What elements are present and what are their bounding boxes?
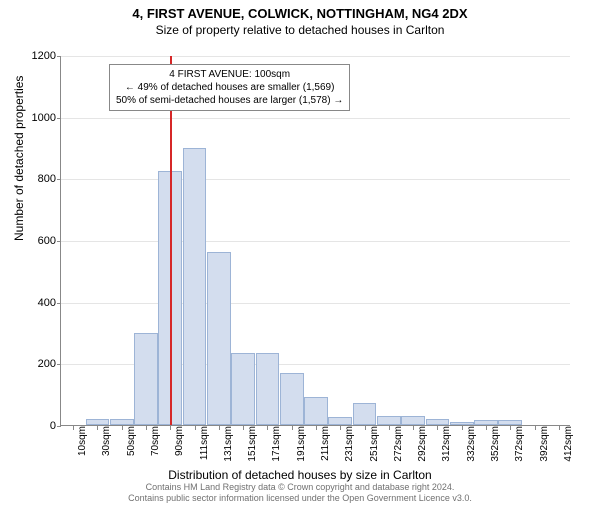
y-tick-label: 600 [16,235,56,247]
histogram-bar [183,148,207,426]
info-box: 4 FIRST AVENUE: 100sqm← 49% of detached … [109,64,350,111]
chart-area: 02004006008001000120010sqm30sqm50sqm70sq… [60,56,570,426]
gridline [61,303,570,304]
x-tick-mark [267,426,268,430]
histogram-bar [328,417,352,425]
x-tick-mark [219,426,220,430]
x-tick-mark [510,426,511,430]
footer-line2: Contains public sector information licen… [0,493,600,504]
y-tick-label: 1000 [16,112,56,124]
gridline [61,179,570,180]
x-tick-mark [122,426,123,430]
footer-line1: Contains HM Land Registry data © Crown c… [0,482,600,493]
x-tick-mark [486,426,487,430]
x-tick-mark [437,426,438,430]
histogram-bar [377,416,401,425]
y-axis-label: Number of detached properties [12,76,26,241]
y-tick-label: 0 [16,420,56,432]
histogram-bar [353,403,377,425]
x-tick-mark [73,426,74,430]
x-tick-mark [340,426,341,430]
x-tick-mark [195,426,196,430]
footer-attribution: Contains HM Land Registry data © Crown c… [0,482,600,504]
histogram-bar [110,419,134,425]
x-tick-mark [389,426,390,430]
x-tick-mark [243,426,244,430]
histogram-bar [231,353,255,425]
chart-title-main: 4, FIRST AVENUE, COLWICK, NOTTINGHAM, NG… [0,6,600,21]
histogram-bar [426,419,450,425]
y-tick-mark [57,56,61,57]
plot-area: 02004006008001000120010sqm30sqm50sqm70sq… [60,56,570,426]
x-tick-mark [292,426,293,430]
y-tick-label: 800 [16,173,56,185]
x-tick-mark [559,426,560,430]
y-tick-mark [57,364,61,365]
gridline [61,56,570,57]
x-axis-label: Distribution of detached houses by size … [0,468,600,482]
histogram-bar [256,353,280,425]
x-tick-mark [535,426,536,430]
y-tick-label: 1200 [16,50,56,62]
histogram-bar [474,420,498,425]
info-box-line: ← 49% of detached houses are smaller (1,… [116,81,343,94]
info-box-line: 4 FIRST AVENUE: 100sqm [116,68,343,81]
y-tick-label: 400 [16,297,56,309]
histogram-bar [207,252,231,425]
x-tick-mark [146,426,147,430]
gridline [61,118,570,119]
histogram-bar [498,420,522,425]
x-tick-mark [365,426,366,430]
y-tick-mark [57,118,61,119]
x-tick-mark [462,426,463,430]
x-tick-mark [97,426,98,430]
reference-line [170,56,172,425]
histogram-bar [304,397,328,425]
y-tick-mark [57,426,61,427]
y-tick-mark [57,241,61,242]
x-tick-mark [170,426,171,430]
histogram-bar [450,422,474,425]
y-tick-label: 200 [16,358,56,370]
histogram-bar [134,333,158,426]
histogram-bar [280,373,304,425]
y-tick-mark [57,179,61,180]
x-tick-mark [413,426,414,430]
y-tick-mark [57,303,61,304]
histogram-bar [86,419,110,425]
x-tick-mark [316,426,317,430]
gridline [61,241,570,242]
chart-title-sub: Size of property relative to detached ho… [0,23,600,37]
info-box-line: 50% of semi-detached houses are larger (… [116,94,343,107]
histogram-bar [401,416,425,425]
